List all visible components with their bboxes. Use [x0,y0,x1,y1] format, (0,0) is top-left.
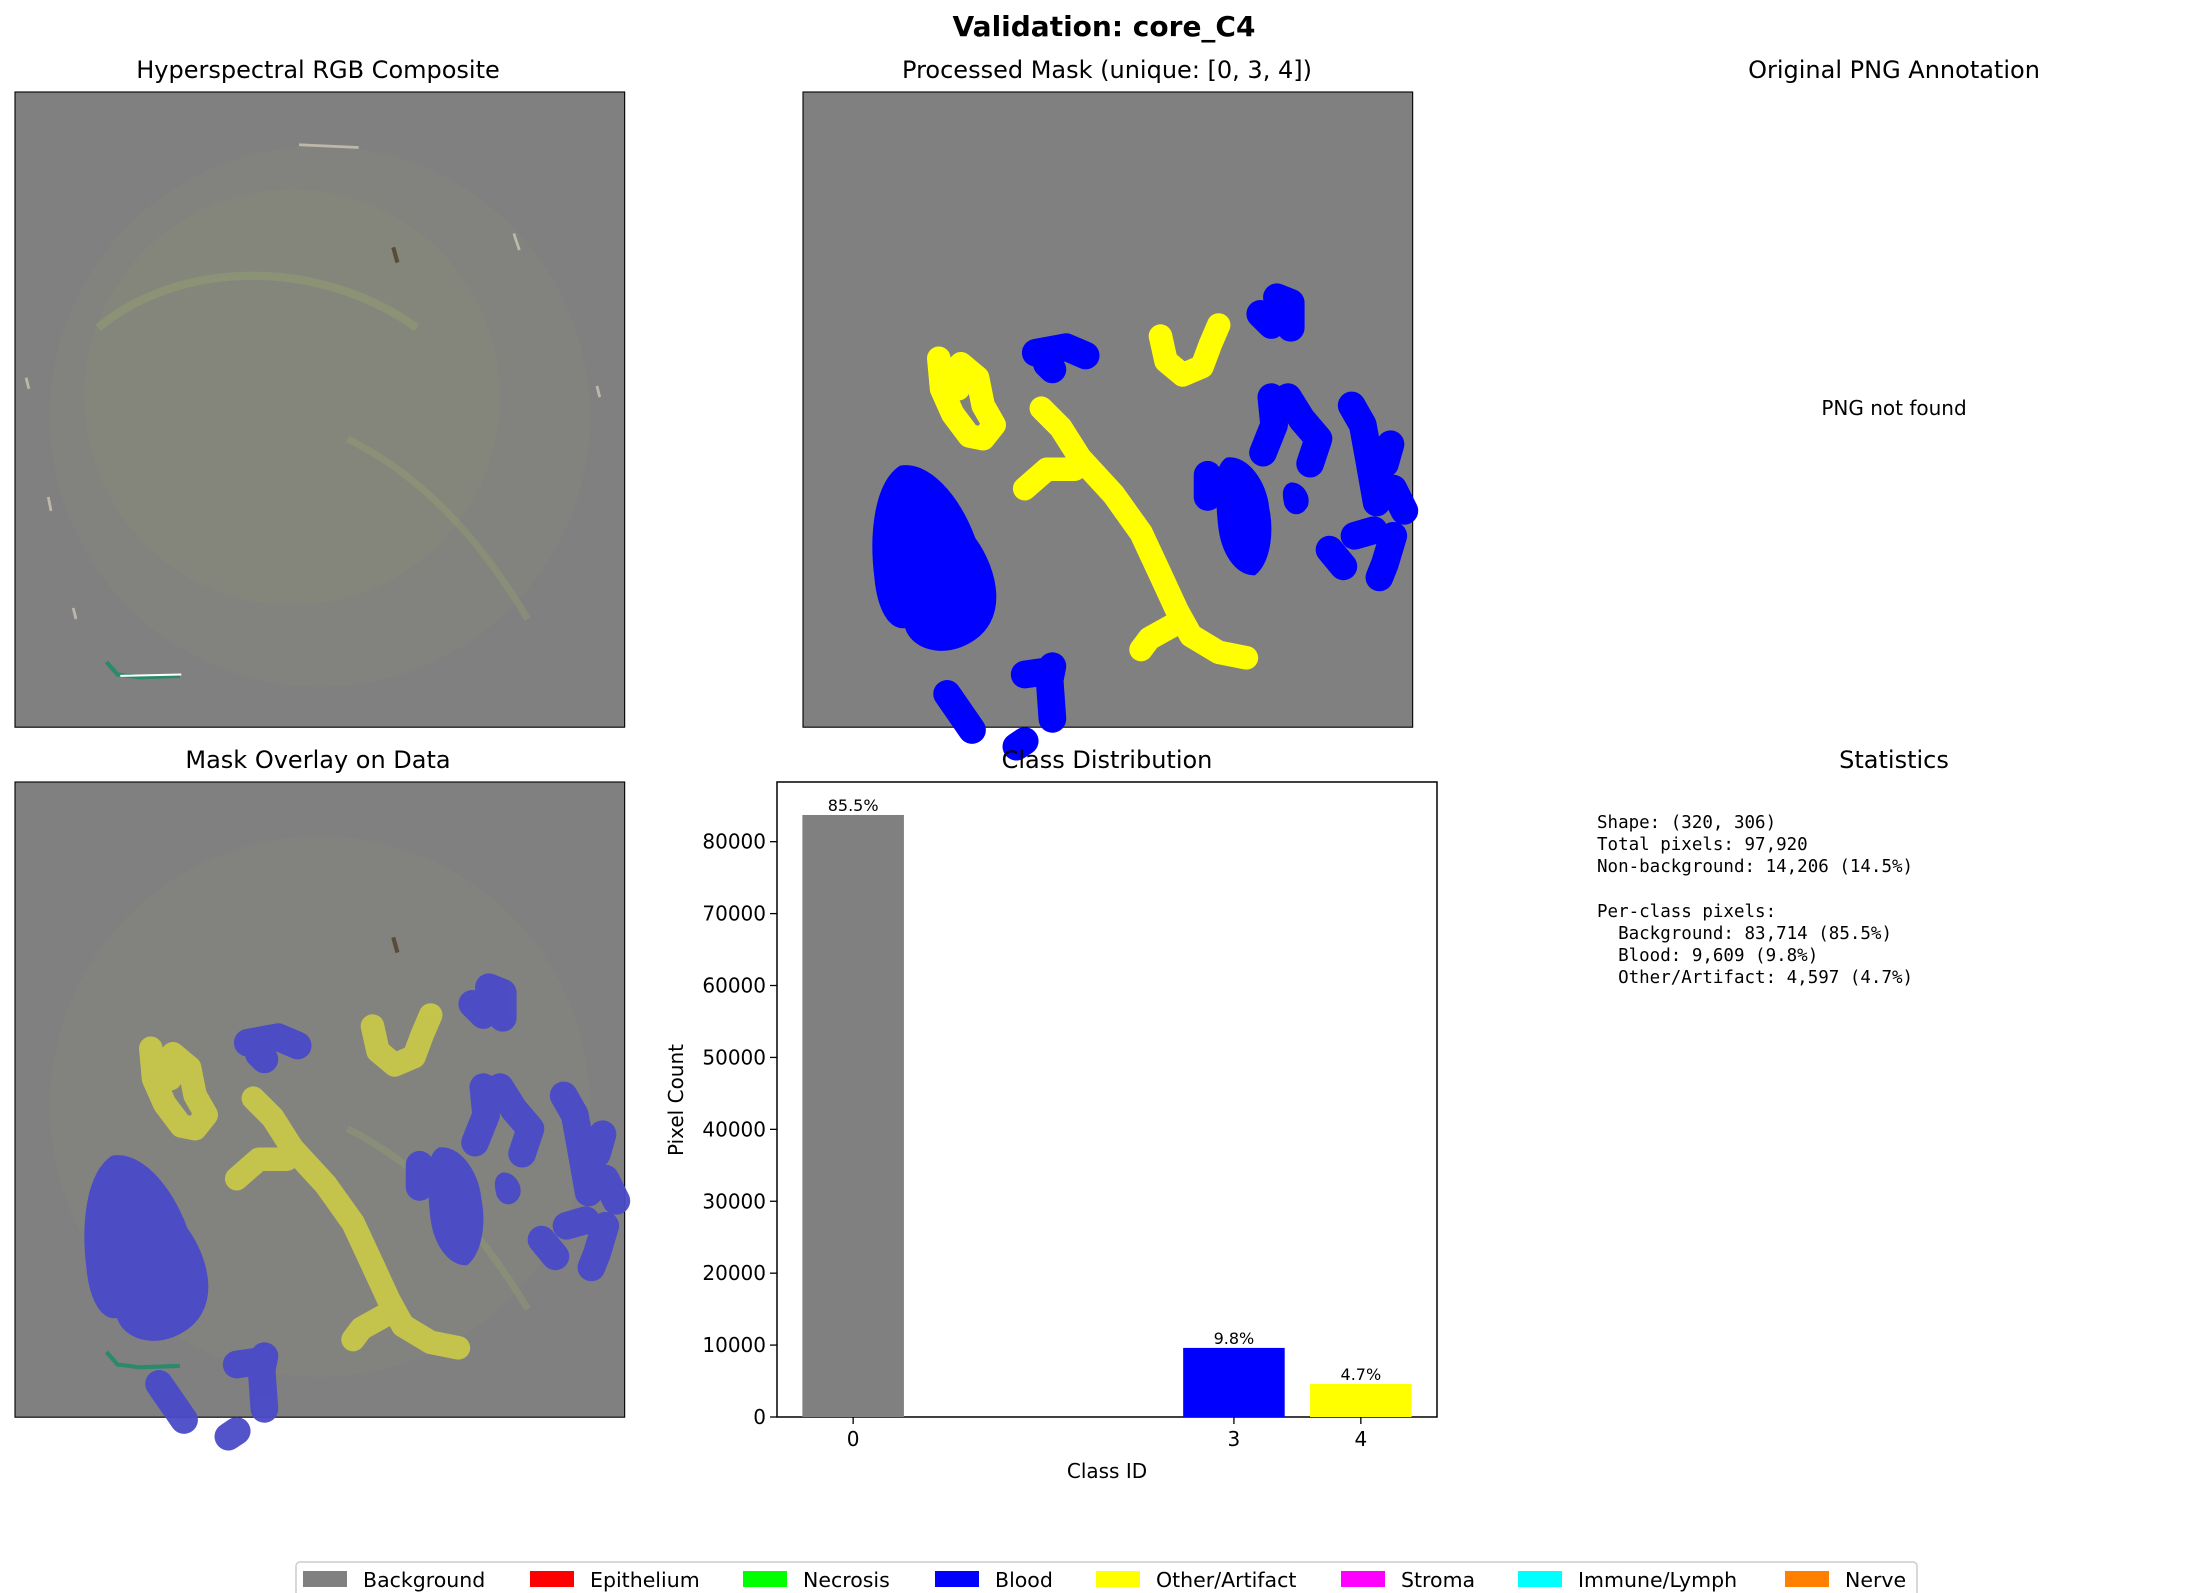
legend-label: Necrosis [803,1568,890,1592]
figure-suptitle: Validation: core_C4 [953,10,1256,43]
stats-panel-title: Statistics [1839,746,1949,774]
rgb-panel-title: Hyperspectral RGB Composite [136,56,500,84]
legend-swatch [1341,1571,1385,1587]
stats-line: Per-class pixels: [1597,902,1776,922]
stats-line: Total pixels: 97,920 [1597,835,1808,855]
legend-swatch [530,1571,574,1587]
x-tick-label: 3 [1228,1427,1241,1451]
legend-label: Immune/Lymph [1578,1568,1737,1592]
bar-class-4 [1310,1383,1412,1417]
y-tick-label: 40000 [702,1117,766,1141]
mask-overlay-image [14,781,625,1437]
stats-line: Blood: 9,609 (9.8%) [1597,946,1818,966]
y-tick-label: 30000 [702,1189,766,1213]
bar-class-0 [802,814,904,1417]
y-tick-label: 70000 [702,902,766,926]
chart-title: Class Distribution [1002,746,1213,774]
legend-label: Epithelium [590,1568,700,1592]
bar-data-label: 4.7% [1341,1365,1382,1384]
legend-swatch [1518,1571,1562,1587]
chart-y-axis-label: Pixel Count [664,1044,688,1156]
statistics-text: Shape: (320, 306) Total pixels: 97,920 N… [1597,813,1913,988]
legend-swatch [1785,1571,1829,1587]
bar-class-3 [1183,1347,1285,1417]
y-tick-label: 50000 [702,1045,766,1069]
stats-line: Non-background: 14,206 (14.5%) [1597,857,1913,877]
png-panel-title: Original PNG Annotation [1748,56,2040,84]
legend-swatch [303,1571,347,1587]
stats-line: Other/Artifact: 4,597 (4.7%) [1597,968,1913,988]
legend-label: Background [363,1568,485,1592]
legend-swatch [1096,1571,1140,1587]
legend-swatch [743,1571,787,1587]
y-tick-label: 60000 [702,974,766,998]
stats-line: Background: 83,714 (85.5%) [1597,924,1892,944]
chart-x-axis-label: Class ID [1067,1459,1147,1483]
stats-line: Shape: (320, 306) [1597,813,1776,833]
overlay-panel-title: Mask Overlay on Data [185,746,450,774]
legend-label: Stroma [1401,1568,1475,1592]
x-tick-label: 0 [847,1427,860,1451]
legend-label: Nerve [1845,1568,1906,1592]
processed-mask-image [802,91,1413,747]
y-tick-label: 0 [753,1405,766,1429]
mask-panel-title: Processed Mask (unique: [0, 3, 4]) [902,56,1312,84]
legend: Background Epithelium Necrosis Blood Other/A… [295,1561,1918,1593]
legend-label: Other/Artifact [1156,1568,1296,1592]
y-tick-label: 10000 [702,1333,766,1357]
chart-marks: 85.5% 9.8% 4.7% 0 10000 20000 30000 40000 50000 6… [702,796,1412,1451]
x-tick-label: 4 [1354,1427,1367,1451]
png-not-found-message: PNG not found [1821,396,1966,420]
legend-swatch [935,1571,979,1587]
y-tick-label: 80000 [702,830,766,854]
chart-plot-frame [776,781,1438,1418]
legend-label: Blood [995,1568,1053,1592]
y-tick-label: 20000 [702,1261,766,1285]
bar-data-label: 85.5% [828,796,879,815]
bar-data-label: 9.8% [1214,1329,1255,1348]
rgb-composite-image [14,91,626,728]
